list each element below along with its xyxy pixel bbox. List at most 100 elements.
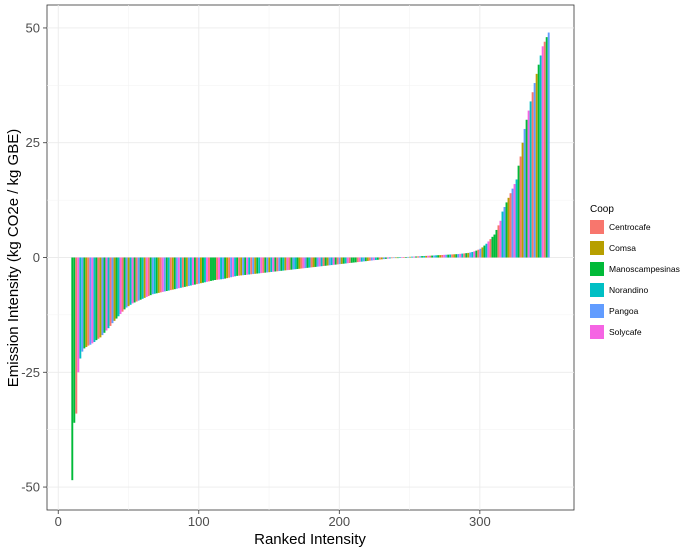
bar xyxy=(463,253,466,258)
bar xyxy=(390,257,393,259)
legend-swatch xyxy=(590,262,604,276)
bar xyxy=(407,256,409,258)
y-tick-label: -50 xyxy=(21,480,40,495)
bar xyxy=(479,248,482,258)
bar xyxy=(226,257,229,279)
bar xyxy=(276,257,279,272)
bar xyxy=(431,255,434,258)
bar xyxy=(340,257,343,264)
bar xyxy=(115,257,118,319)
bar xyxy=(175,257,178,289)
bar xyxy=(181,257,184,288)
bar xyxy=(202,257,204,283)
bar xyxy=(246,257,249,275)
bar xyxy=(401,257,403,258)
bar xyxy=(151,257,154,295)
bar xyxy=(117,257,120,317)
x-tick-label: 0 xyxy=(55,514,62,529)
bar xyxy=(545,37,548,258)
bar xyxy=(415,256,417,258)
bar xyxy=(539,55,542,258)
bar xyxy=(320,257,323,267)
bar xyxy=(547,32,550,258)
bar xyxy=(483,245,486,258)
bar xyxy=(328,257,331,266)
bar xyxy=(517,165,520,258)
bar xyxy=(433,255,436,258)
bar xyxy=(95,257,98,341)
bar xyxy=(252,257,255,275)
bar xyxy=(362,257,365,262)
bar xyxy=(191,257,194,286)
bar xyxy=(366,257,369,261)
bar xyxy=(543,41,546,258)
bar xyxy=(290,257,293,270)
y-tick-label: -25 xyxy=(21,365,40,380)
bar xyxy=(234,257,237,277)
bar xyxy=(236,257,239,276)
bar xyxy=(507,197,510,258)
legend-label: Comsa xyxy=(609,243,636,253)
y-axis-ticks: -50 -25 0 25 50 xyxy=(21,20,47,495)
bar xyxy=(409,256,411,258)
bar xyxy=(173,257,176,290)
bars-layer xyxy=(71,32,550,481)
bar xyxy=(459,253,462,258)
bar xyxy=(503,207,506,258)
bar xyxy=(481,247,484,258)
bar xyxy=(475,250,478,258)
bar xyxy=(413,256,415,258)
bar xyxy=(350,257,353,263)
bar xyxy=(75,257,78,414)
bar xyxy=(453,254,456,258)
bar xyxy=(425,255,428,258)
bar xyxy=(372,257,375,261)
bar xyxy=(224,257,227,279)
bar xyxy=(218,257,220,280)
bar xyxy=(250,257,253,275)
bar xyxy=(376,257,379,260)
bar xyxy=(232,257,235,277)
bar xyxy=(388,257,391,259)
bar xyxy=(304,257,307,269)
bar xyxy=(334,257,337,265)
bar xyxy=(165,257,168,292)
bar xyxy=(157,257,160,293)
bar xyxy=(523,128,526,258)
y-tick-label: 25 xyxy=(26,135,40,150)
bar xyxy=(449,254,452,258)
bar xyxy=(336,257,339,265)
bar xyxy=(101,257,104,336)
bar xyxy=(354,257,357,263)
bar xyxy=(312,257,315,268)
bar xyxy=(419,256,422,258)
bar xyxy=(77,257,80,373)
bar xyxy=(222,257,225,280)
bar xyxy=(256,257,259,274)
bar xyxy=(129,257,132,305)
bar xyxy=(382,257,385,260)
bar xyxy=(338,257,341,265)
bar xyxy=(310,257,313,268)
bar xyxy=(73,257,76,423)
bar xyxy=(113,257,116,321)
bar xyxy=(125,257,128,308)
bar xyxy=(344,257,347,264)
bar xyxy=(511,188,514,258)
bar xyxy=(294,257,297,270)
bar xyxy=(300,257,303,269)
bar xyxy=(264,257,267,273)
bar xyxy=(427,255,430,258)
bar xyxy=(535,73,538,258)
bar xyxy=(332,257,335,265)
bar xyxy=(541,46,544,258)
legend-swatch xyxy=(590,283,604,297)
bar xyxy=(121,257,124,312)
bar xyxy=(348,257,351,264)
bar xyxy=(216,257,218,280)
bar xyxy=(149,257,152,296)
bar xyxy=(87,257,90,346)
bar xyxy=(83,257,86,349)
bar xyxy=(370,257,373,261)
bar xyxy=(330,257,333,266)
